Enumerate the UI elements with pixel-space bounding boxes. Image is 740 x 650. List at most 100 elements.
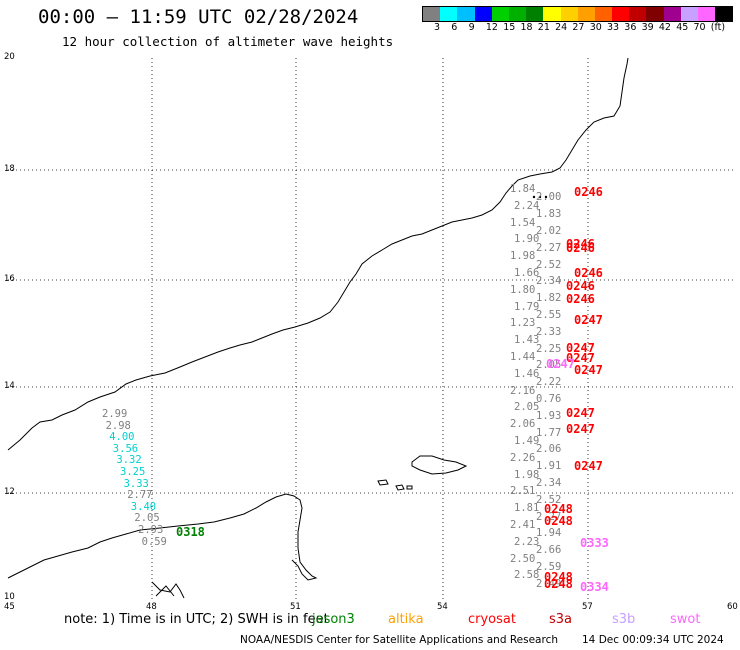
pass-time-label: 0247 [566,341,595,355]
x-tick-60: 60 [727,602,738,612]
wave-height-value: 2.52 [536,493,562,506]
legend-label: 42 [658,22,671,33]
legend-label: 45 [676,22,689,33]
legend-swatch [457,7,475,21]
small-island-3 [406,485,413,490]
pass-time-label: 0247 [566,406,595,420]
legend-label: 70 [693,22,706,33]
x-tick-51: 51 [290,602,301,612]
sat-swot: swot [670,612,701,627]
wave-height-value: 2.23 [514,535,540,548]
note-text: note: 1) Time is in UTC; 2) SWH is in fe… [64,612,329,627]
pass-time-label: 0248 [544,577,573,591]
pass-time-label: 0246 [566,279,595,293]
wave-height-value: 3.25 [120,466,146,478]
legend-swatch [577,7,595,21]
wave-height-value: 2.06 [536,443,562,456]
wave-height-value: 2.98 [105,419,131,432]
wave-height-value: 1.82 [536,292,562,305]
pass-time-label: 0246 [566,237,595,251]
sat-altika: altika [388,612,424,627]
wave-height-value: 3.56 [112,442,139,455]
small-island-2 [395,484,405,491]
sat-cryosat: cryosat [468,612,516,627]
wave-height-value: 2.25 [536,342,562,355]
pass-time-label: 0248 [544,514,573,528]
legend-label: 12 [485,22,498,33]
wave-height-value: 0.59 [141,535,167,548]
footer-timestamp: 14 Dec 00:09:34 UTC 2024 [582,634,724,646]
wave-height-value: 2.55 [536,309,562,321]
legend-label: 6 [451,22,458,33]
wave-height-value: 2.59 [536,561,562,573]
wave-height-value: 2.93 [138,524,164,536]
wave-height-value: 1.81 [514,502,540,515]
wave-height-value: 2.27 [536,241,562,254]
legend-label: 36 [624,22,637,33]
y-tick-10: 10 [4,592,15,602]
legend-swatch [680,7,698,21]
wave-height-value: 2.24 [514,199,540,212]
x-tick-54: 54 [437,602,448,612]
wave-height-value: 1.98 [514,468,540,481]
legend-swatch [646,7,664,21]
sat-jason3: jason3 [312,612,355,627]
wave-height-value: 1.91 [536,460,562,473]
pass-time-label-swot: 0247 [546,357,575,371]
wave-height-value: 2.00 [536,191,562,204]
wave-height-value: 1.54 [510,216,536,229]
wave-height-value: 2.50 [510,552,536,565]
y-tick-14: 14 [4,381,15,391]
wave-height-value: 2.22 [536,376,562,389]
small-island-1 [377,479,389,486]
wave-height-value: 2.52 [536,258,562,271]
legend-label: 15 [503,22,516,33]
pass-time-label: 0246 [566,241,595,255]
y-tick-16: 16 [4,274,15,284]
wave-height-value: 1.84 [510,183,536,195]
wave-height-value: 1.44 [510,351,536,363]
x-tick-48: 48 [146,602,157,612]
pass-time-label: 0248 [544,570,573,584]
legend-label: 27 [572,22,585,33]
legend-swatch [423,7,441,21]
wave-height-value: 1.49 [514,435,540,447]
sat-s3b: s3b [612,612,636,627]
wave-height-value: 2.51 [510,485,536,498]
legend-swatch [440,7,458,21]
wave-height-value: 3.40 [130,500,157,513]
wave-height-value: 2.77 [127,489,153,502]
legend-label: 3 [434,22,441,33]
wave-height-value: 2.06 [510,418,536,431]
wave-height-value: 2.66 [536,544,562,557]
coastline-gulf-scrap [151,581,185,599]
legend-swatch [698,7,716,21]
map-title: 00:00 – 11:59 UTC 02/28/2024 [38,6,359,28]
wave-height-value: 1.77 [536,426,562,439]
legend-label: 30 [589,22,602,33]
wave-height-value: 2.26 [510,451,536,464]
wave-height-value: 1.66 [514,267,540,279]
wave-height-value: 1.90 [514,233,540,246]
coastline-horn-of-africa [7,493,318,581]
pass-time-label: 0246 [574,185,603,199]
legend-label: 24 [555,22,568,33]
legend-swatch [491,7,509,21]
legend-label: 9 [468,22,475,33]
wave-height-value: 2.05 [514,401,540,414]
wave-height-value: 3.33 [123,477,149,490]
wave-height-value: 2.16 [510,384,536,397]
wave-height-value: 4.00 [109,431,135,444]
color-scale-legend [422,6,734,22]
legend-swatch [594,7,613,21]
legend-label: 21 [537,22,550,33]
pass-time-label: 0247 [574,313,603,327]
pass-time-label: 0247 [574,363,603,377]
sat-s3a: s3a [549,612,573,627]
wave-height-value: 2.34 [536,275,562,288]
y-tick-12: 12 [4,487,15,497]
wave-height-value: 1.80 [510,283,536,296]
socotra-island [411,455,468,475]
wave-height-value: 0.76 [536,393,562,405]
